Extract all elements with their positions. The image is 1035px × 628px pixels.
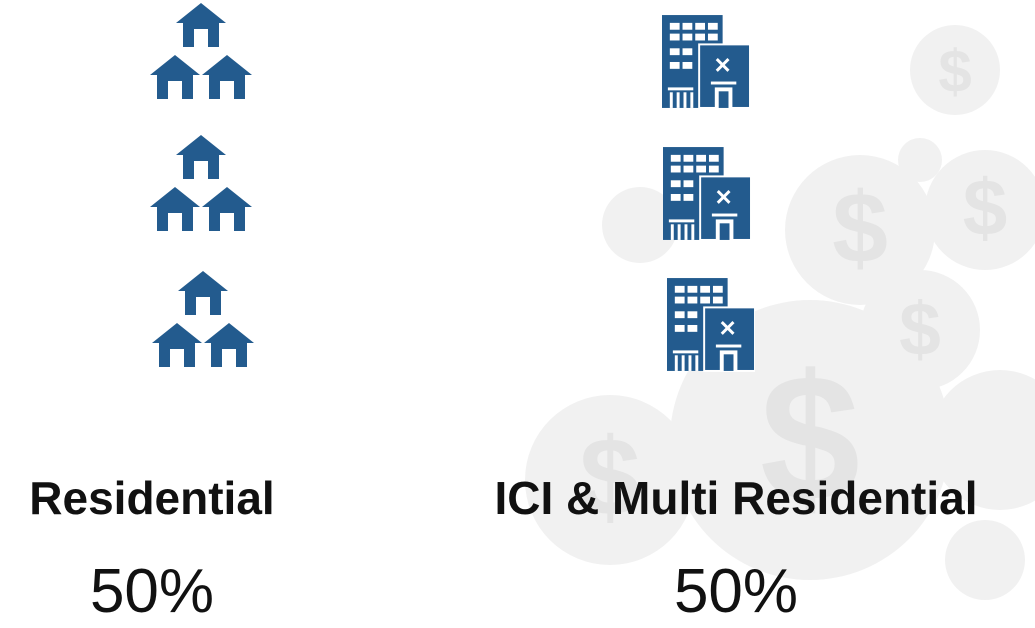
svg-text:$: $ [760, 338, 860, 539]
svg-text:$: $ [938, 38, 971, 105]
svg-text:$: $ [832, 172, 888, 284]
column-label: ICI & Multi Residential [494, 472, 977, 524]
svg-text:$: $ [963, 163, 1008, 252]
column-share: 50% [674, 557, 798, 626]
coin-symbols: $ $ $ $ $ $ [579, 38, 1007, 539]
column-label: Residential [29, 472, 274, 524]
svg-text:$: $ [579, 416, 640, 539]
coin-background [525, 25, 1035, 600]
svg-text:$: $ [899, 287, 941, 371]
column-share: 50% [90, 557, 214, 626]
residential-icons [150, 3, 254, 367]
commercial-icons [662, 14, 755, 372]
